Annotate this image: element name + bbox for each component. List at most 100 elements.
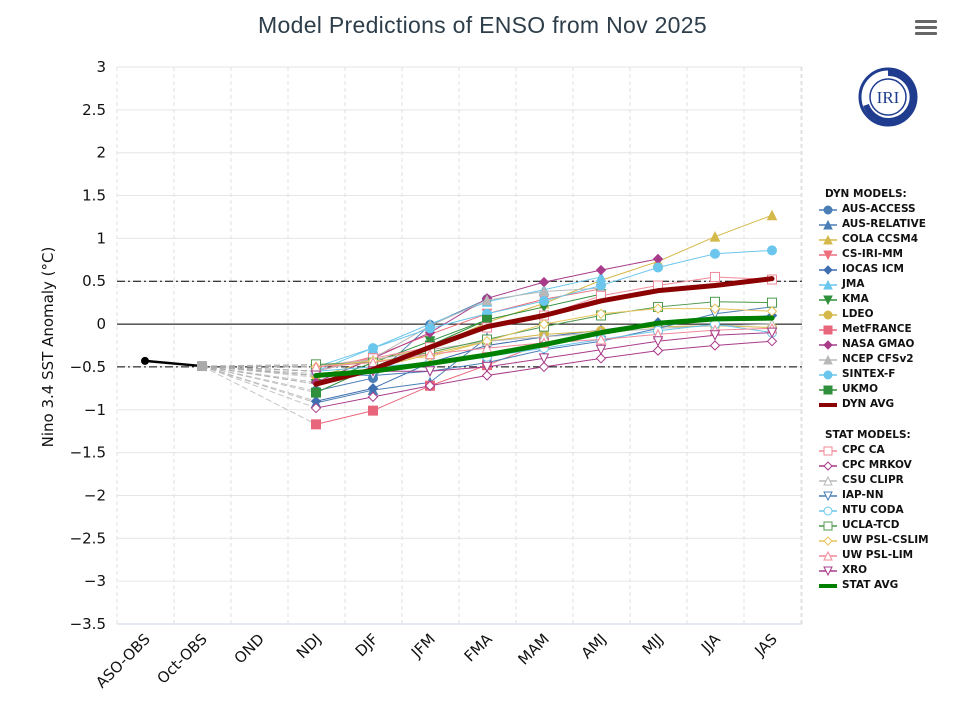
x-tick-label: ASO-OBS — [92, 630, 154, 692]
legend-label: UKMO — [842, 383, 879, 395]
legend-marker — [823, 310, 833, 319]
legend-item[interactable]: UKMO — [818, 382, 926, 397]
y-tick-label: 3 — [96, 58, 106, 76]
legend-item[interactable]: XRO — [818, 563, 929, 578]
legend-label: IOCAS ICM — [842, 263, 904, 275]
series-line — [315, 288, 602, 372]
legend-item[interactable]: KMA — [818, 292, 926, 307]
x-axis-ticks: ASO-OBS Oct-OBS OND NDJ DJF JFM FMA MAM AMJ MJJ JJ… — [92, 630, 781, 692]
data-point — [652, 336, 664, 347]
legend-label: AUS-RELATIVE — [842, 218, 926, 230]
legend-label: NCEP CFSv2 — [842, 353, 914, 365]
legend-marker — [823, 325, 833, 334]
data-point — [425, 323, 435, 334]
y-tick-label: −3 — [84, 572, 106, 590]
legend-item[interactable]: NTU CODA — [818, 503, 929, 518]
legend-symbol-icon — [819, 339, 837, 350]
legend-item[interactable]: SINTEX-F — [818, 367, 926, 382]
legend-marker — [823, 264, 833, 275]
data-point — [595, 333, 607, 345]
x-tick-label: DJF — [352, 630, 382, 660]
observed-line — [144, 359, 203, 368]
legend-marker — [823, 295, 833, 305]
legend-symbol-icon — [819, 566, 837, 576]
data-point — [538, 276, 550, 288]
legend-symbol-icon — [819, 521, 837, 530]
legend-item[interactable]: COLA CCSM4 — [818, 232, 926, 247]
series-group — [141, 209, 778, 430]
legend-dyn-header: DYN MODELS: — [825, 188, 907, 200]
y-tick-label: −3.5 — [70, 615, 106, 633]
x-tick-label: JAS — [750, 630, 780, 660]
legend-marker — [823, 385, 833, 394]
legend-label: CPC CA — [842, 444, 885, 456]
legend-item[interactable]: STAT AVG — [818, 578, 929, 593]
legend-item[interactable]: UW PSL-LIM — [818, 548, 929, 563]
data-point — [367, 391, 379, 403]
legend-item[interactable]: CPC CA — [818, 443, 929, 458]
legend-item[interactable]: CPC MRKOV — [818, 458, 929, 473]
logo-text: IRI — [877, 88, 900, 107]
legend-symbol-icon — [819, 370, 837, 379]
connector-line — [201, 365, 317, 368]
legend-item[interactable]: NASA GMAO — [818, 337, 926, 352]
x-tick-label: MAM — [515, 630, 553, 668]
legend-label: COLA CCSM4 — [842, 233, 919, 245]
data-point — [424, 366, 436, 377]
legend-item[interactable]: MetFRANCE — [818, 322, 926, 337]
legend-item[interactable]: AUS-RELATIVE — [818, 217, 926, 232]
legend-label: UW PSL-LIM — [842, 549, 914, 561]
legend-label: LDEO — [842, 308, 874, 320]
data-point — [709, 330, 721, 341]
data-point — [652, 345, 664, 356]
legend-item[interactable]: AUS-ACCESS — [818, 202, 926, 217]
data-point — [368, 405, 378, 416]
legend-label: IAP-NN — [842, 489, 884, 501]
connector-line — [201, 365, 317, 409]
legend-item[interactable]: NCEP CFSv2 — [818, 352, 926, 367]
y-tick-label: −2.5 — [70, 529, 106, 547]
legend-item[interactable]: IAP-NN — [818, 488, 929, 503]
data-point — [424, 348, 436, 360]
legend-item[interactable]: DYN AVG — [818, 397, 926, 412]
legend-symbol-icon — [819, 234, 837, 244]
legend-stat-models: STAT MODELS: CPC CA CPC MRKOV CSU CLIPR IAP… — [818, 428, 929, 593]
connector-line — [201, 365, 317, 394]
series-dyn-avg — [313, 276, 775, 387]
x-tick-label: NDJ — [293, 630, 325, 662]
legend-marker — [823, 506, 833, 515]
y-tick-label: 2 — [96, 144, 106, 162]
hamburger-menu-icon[interactable] — [915, 20, 937, 38]
data-point — [311, 387, 321, 398]
y-axis-ticks: 3 2.5 2 1.5 1 0.5 0 −0.5 −1 −1.5 −2 −2.5 −3 −3.5 — [70, 58, 106, 633]
y-tick-label: 2.5 — [82, 101, 106, 119]
legend-marker — [823, 250, 833, 260]
legend-item[interactable]: CS-IRI-MM — [818, 247, 926, 262]
legend-symbol-icon — [819, 264, 837, 275]
legend-item[interactable]: LDEO — [818, 307, 926, 322]
y-tick-label: 0 — [96, 315, 106, 333]
data-point — [538, 353, 550, 364]
x-tick-label: AMJ — [578, 630, 610, 662]
data-point — [481, 294, 493, 306]
data-point — [767, 297, 777, 308]
legend-item[interactable]: CSU CLIPR — [818, 473, 929, 488]
legend-item[interactable]: IOCAS ICM — [818, 262, 926, 277]
legend-item[interactable]: UW PSL-CSLIM — [818, 533, 929, 548]
data-point — [481, 361, 493, 373]
legend-symbol-icon — [819, 535, 837, 546]
legend-symbol-icon — [819, 506, 837, 515]
legend-symbol-icon — [819, 279, 837, 289]
data-point — [481, 370, 493, 381]
legend-item[interactable]: UCLA-TCD — [818, 518, 929, 533]
connector-line — [201, 365, 317, 385]
data-point — [539, 295, 549, 306]
observed-point — [141, 356, 149, 365]
data-point — [710, 271, 720, 282]
legend-marker — [823, 279, 833, 289]
x-tick-label: OND — [231, 630, 268, 667]
legend-marker — [823, 354, 833, 364]
connector-line — [201, 365, 317, 376]
legend-item[interactable]: JMA — [818, 277, 926, 292]
